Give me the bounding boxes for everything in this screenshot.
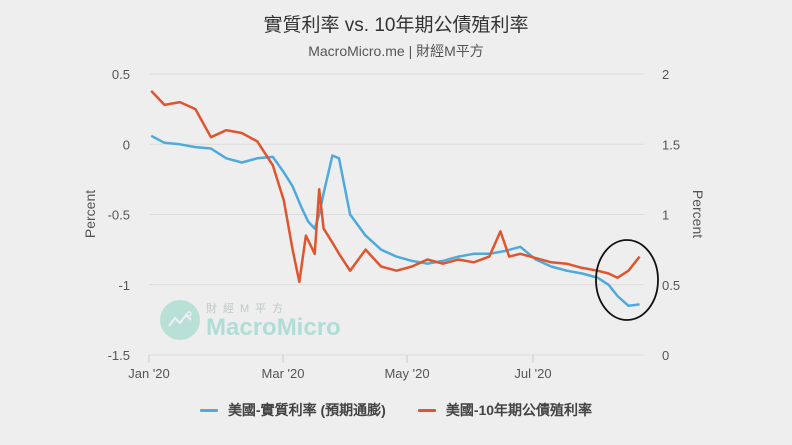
left-axis-tick: 0 bbox=[123, 137, 130, 152]
left-axis-title: Percent bbox=[82, 190, 98, 238]
legend-swatch-blue bbox=[199, 408, 218, 412]
left-axis-tick: -0.5 bbox=[108, 208, 130, 223]
right-axis-tick: 0 bbox=[662, 348, 669, 363]
right-axis-tick: 2 bbox=[662, 67, 669, 82]
legend-swatch-orange bbox=[417, 408, 436, 412]
x-axis-tick: May '20 bbox=[384, 366, 429, 381]
real-rate-line bbox=[150, 134, 640, 308]
right-axis-tick: 0.5 bbox=[662, 278, 680, 293]
right-axis-tick: 1 bbox=[662, 208, 669, 223]
left-axis-tick: -1 bbox=[118, 278, 130, 293]
x-axis-tick: Jan '20 bbox=[128, 366, 170, 381]
chart-legend: 美國-實質利率 (預期通膨) 美國-10年期公債殖利率 bbox=[0, 400, 792, 420]
left-axis-tick: 0.5 bbox=[112, 67, 130, 82]
highlight-circle bbox=[595, 239, 659, 321]
right-axis-tick: 1.5 bbox=[662, 137, 680, 152]
ten-year-yield-line bbox=[150, 90, 641, 284]
legend-item-real-rate[interactable]: 美國-實質利率 (預期通膨) bbox=[199, 400, 386, 420]
legend-label: 美國-10年期公債殖利率 bbox=[445, 402, 593, 418]
legend-item-10y-yield[interactable]: 美國-10年期公債殖利率 bbox=[417, 400, 593, 420]
chart-subtitle: MacroMicro.me | 財經M平方 bbox=[308, 43, 484, 59]
legend-label: 美國-實質利率 (預期通膨) bbox=[227, 402, 386, 418]
trend-logo-icon bbox=[160, 300, 200, 340]
macromicro-watermark: 財經M平方 MacroMicro bbox=[160, 300, 341, 340]
x-axis-tick: Jul '20 bbox=[514, 366, 551, 381]
left-axis-tick: -1.5 bbox=[108, 348, 130, 363]
chart-title: 實質利率 vs. 10年期公債殖利率 bbox=[263, 15, 529, 36]
watermark-text: MacroMicro bbox=[206, 314, 341, 341]
watermark-subtext: 財經M平方 bbox=[206, 303, 290, 315]
right-axis-title: Percent bbox=[690, 190, 706, 238]
x-axis-tick: Mar '20 bbox=[262, 366, 305, 381]
